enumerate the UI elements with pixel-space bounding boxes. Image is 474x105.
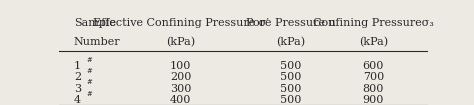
Text: 500: 500 [280,84,301,94]
Text: #: # [86,90,92,98]
Text: Pore Pressure u: Pore Pressure u [246,18,336,28]
Text: 700: 700 [363,72,384,82]
Text: 500: 500 [280,72,301,82]
Text: Effective Confining Pressure σ′: Effective Confining Pressure σ′ [92,18,268,28]
Text: 400: 400 [170,95,191,105]
Text: Number: Number [74,37,120,47]
Text: 2: 2 [74,72,81,82]
Text: #: # [86,56,92,64]
Text: (kPa): (kPa) [276,37,305,47]
Text: 500: 500 [280,95,301,105]
Text: 500: 500 [280,61,301,71]
Text: Confining Pressureσ₃: Confining Pressureσ₃ [313,18,434,28]
Text: 4: 4 [74,95,81,105]
Text: #: # [86,67,92,75]
Text: 200: 200 [170,72,191,82]
Text: 900: 900 [363,95,384,105]
Text: 600: 600 [363,61,384,71]
Text: 800: 800 [363,84,384,94]
Text: (kPa): (kPa) [359,37,388,47]
Text: Sample: Sample [74,18,116,28]
Text: (kPa): (kPa) [166,37,195,47]
Text: 100: 100 [170,61,191,71]
Text: 1: 1 [74,61,81,71]
Text: #: # [86,79,92,87]
Text: 3: 3 [74,84,81,94]
Text: 300: 300 [170,84,191,94]
